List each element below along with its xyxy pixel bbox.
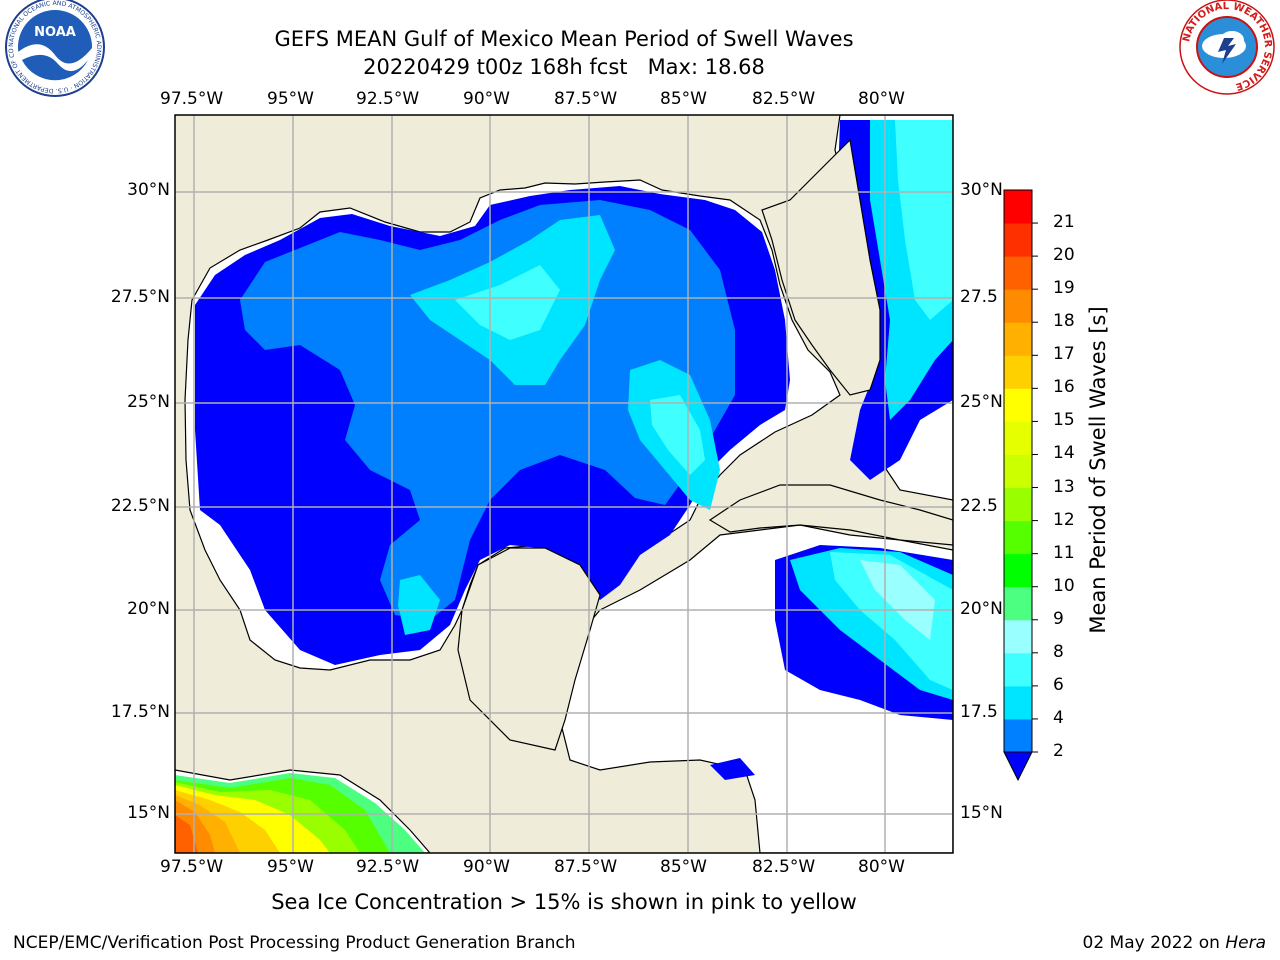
colorbar [1003,189,1038,782]
lon-tick: 97.5°W [160,89,224,109]
footer-machine: Hera [1225,933,1266,953]
colorbar-segment [1004,421,1032,455]
colorbar-tick-label: 11 [1053,542,1075,563]
lat-tick: 20°N [960,599,1003,619]
lon-tick: 97.5°W [160,857,224,877]
colorbar-tick-label: 20 [1053,245,1075,266]
lat-tick: 30°N [960,180,1003,200]
colorbar-segment [1004,685,1032,720]
colorbar-segment [1004,520,1032,555]
colorbar-segment [1004,718,1032,753]
swell-6-8 [455,265,705,475]
colorbar-tick-label: 16 [1053,377,1075,398]
swell-atlantic-6-8 [895,120,953,320]
lon-tick: 85°W [660,857,707,877]
map-subtitle: 20220429 t00z 168h fcst Max: 18.68 [164,55,964,79]
swell-caribbean-6-8 [830,552,953,690]
lon-tick: 82.5°W [752,89,816,109]
lat-tick: 25°N [127,392,170,412]
lon-tick: 87.5°W [554,857,618,877]
lat-tick: 15°N [960,803,1003,823]
lon-tick: 92.5°W [356,857,420,877]
lon-tick: 90°W [463,857,510,877]
colorbar-tick-label: 17 [1053,344,1075,365]
colorbar-tick-label: 15 [1053,410,1075,431]
colorbar-segment [1004,388,1032,422]
colorbar-segment [1004,454,1032,489]
colorbar-segment [1004,322,1032,356]
footer-credit: NCEP/EMC/Verification Post Processing Pr… [13,933,576,953]
florida [761,138,881,396]
colorbar-segment [1004,586,1032,621]
colorbar-segment [1004,256,1032,290]
run-label: 20220429 t00z 168h fcst [363,55,628,79]
colorbar-tick-label: 10 [1053,575,1075,596]
footer-date: 02 May 2022 on Hera [1083,933,1267,953]
colorbar-segment [1004,223,1032,257]
yucatan [457,547,601,751]
colorbar-tick-label: 6 [1053,674,1064,695]
lon-tick: 90°W [463,89,510,109]
lat-tick: 15°N [127,803,170,823]
colorbar-segment [1004,487,1032,522]
footer-date-text: 02 May 2022 on [1082,933,1220,953]
colorbar-segment [1004,652,1032,687]
colorbar-segment [1004,190,1032,224]
colorbar-frame [1003,189,1033,753]
colorbar-segment [1004,619,1032,654]
colorbar-tick-label: 2 [1053,741,1064,761]
lon-tick: 85°W [660,89,707,109]
lon-tick: 80°W [858,89,905,109]
lon-tick: 87.5°W [554,89,618,109]
colorbar-tick-label: 14 [1053,443,1075,464]
lat-tick: 30°N [127,180,170,200]
colorbar-tick-label: 13 [1053,476,1075,497]
colorbar-segment [1004,355,1032,389]
lat-tick: 27.5 [960,287,998,307]
swell-caribbean-8-9 [860,560,935,640]
lat-tick: 27.5°N [110,287,170,307]
colorbar-tick-label: 19 [1053,278,1075,299]
sea-ice-note: Sea Ice Concentration > 15% is shown in … [271,890,857,914]
colorbar-segment [1004,553,1032,588]
colorbar-segment [1004,289,1032,323]
colorbar-tick-label: 21 [1053,212,1075,233]
lat-tick: 20°N [127,599,170,619]
lat-tick: 17.5°N [110,702,170,722]
colorbar-tick-label: 9 [1053,608,1064,629]
cuba-island [708,484,953,546]
map-title: GEFS MEAN Gulf of Mexico Mean Period of … [274,27,854,51]
swell-2-4 [240,200,735,620]
map-area [175,115,953,853]
colorbar-title: Mean Period of Swell Waves [s] [1086,306,1110,634]
colorbar-tick-label: 4 [1053,707,1064,728]
lon-tick: 95°W [267,89,314,109]
colorbar-tick-label: 18 [1053,311,1075,332]
graticule [175,115,953,853]
lon-tick: 92.5°W [356,89,420,109]
lon-tick: 95°W [267,857,314,877]
max-label: Max: 18.68 [647,55,765,79]
lat-tick: 22.5°N [110,496,170,516]
lon-tick: 80°W [858,857,905,877]
colorbar-tick-label: 12 [1053,509,1075,530]
colorbar-under-arrow [1003,751,1033,782]
lon-tick: 82.5°W [752,857,816,877]
map-frame [174,114,954,854]
lat-tick: 25°N [960,392,1003,412]
colorbar-tick-label: 8 [1053,641,1064,662]
lat-tick: 17.5 [960,702,998,722]
lat-tick: 22.5 [960,496,998,516]
